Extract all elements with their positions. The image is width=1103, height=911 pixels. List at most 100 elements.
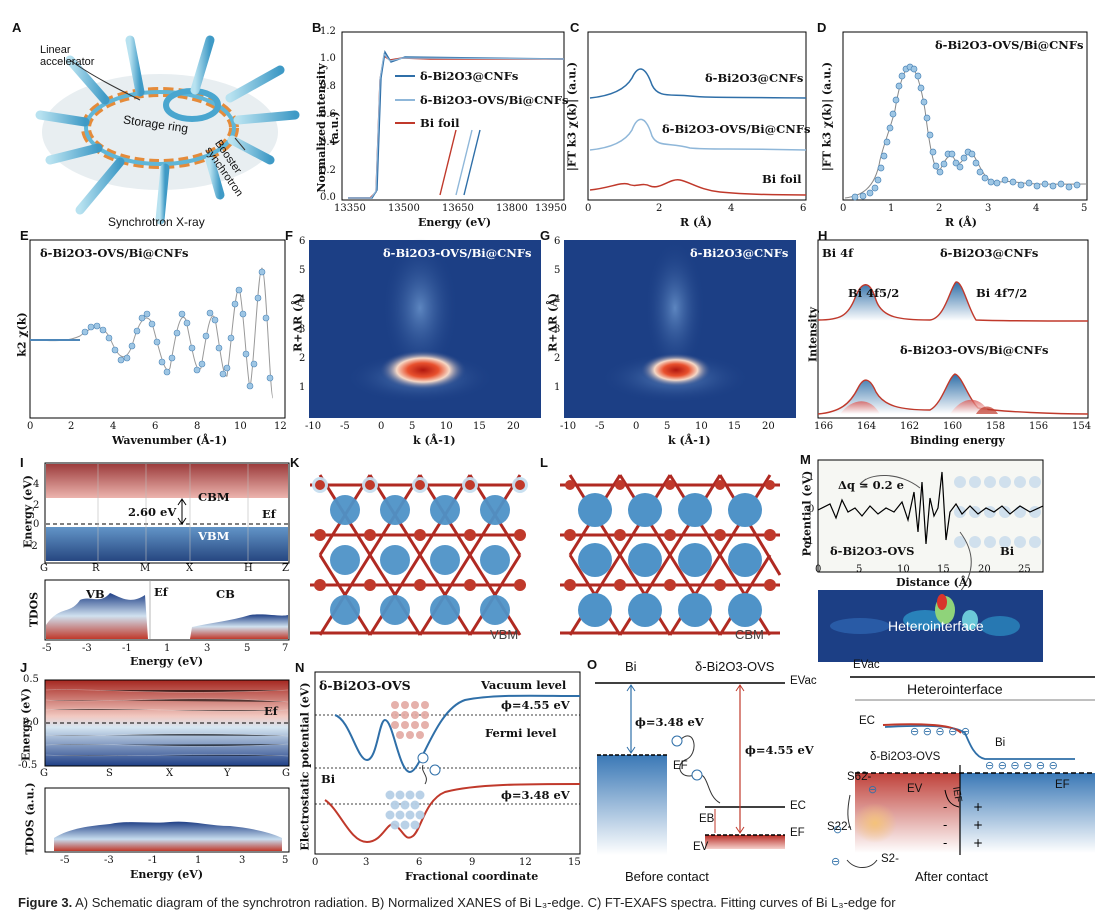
x-tick: 3: [363, 857, 370, 868]
x-axis-title: Energy (eV): [130, 655, 204, 668]
red-potential-curve: [324, 783, 581, 844]
x-axis-title: Energy (eV): [130, 868, 204, 881]
fit-line: [29, 267, 274, 399]
x-axis-title: k (Å-1): [668, 434, 711, 447]
panel-m: M Δq = 0.2 e δ-Bi2O3-OVS Bi Potential (e…: [800, 452, 1095, 670]
x-tick: -1: [122, 643, 132, 654]
x-axis-title: Wavenumber (Å-1): [112, 434, 228, 447]
x-tick: 154: [1072, 421, 1092, 432]
y-tick: -1: [804, 536, 814, 547]
x-tick: 4: [110, 421, 117, 432]
y-tick: 6: [299, 236, 306, 247]
y-tick: -2: [28, 541, 38, 552]
bi2o3-valence-block: [705, 835, 785, 849]
s6-label: S62-: [847, 771, 872, 783]
data-points: [851, 63, 1081, 201]
x-tick: 10: [695, 421, 708, 432]
svg-text:-: -: [943, 836, 947, 850]
x-tick: 20: [507, 421, 520, 432]
panel-f: F δ-Bi2O3-OVS/Bi@CNFs R+ΔR (Å) 6 5 4 3 2…: [285, 228, 545, 450]
k-point: G: [40, 563, 48, 574]
panel-label: G: [540, 228, 551, 243]
svg-text:⊖: ⊖: [868, 783, 877, 796]
y-tick: 5: [299, 265, 306, 276]
y-tick: 0: [808, 504, 815, 515]
sample-title: δ-Bi2O3-OVS/Bi@CNFs: [383, 246, 532, 260]
y-tick: 2: [299, 353, 306, 364]
vbm-crystal-structure: [310, 474, 528, 636]
cb-label: CB: [216, 587, 235, 601]
x-tick: 0: [633, 421, 640, 432]
evac-label: EVac: [790, 675, 817, 687]
ef-label: Ef: [262, 507, 276, 521]
panel-label: D: [817, 20, 827, 35]
x-tick: 6: [416, 857, 423, 868]
x-tick: 13950: [535, 203, 567, 214]
x-axis-title: R (Å): [945, 216, 977, 229]
peak2-label: Bi 4f7/2: [976, 286, 1028, 300]
x-tick: 1: [164, 643, 171, 654]
heterointerface-label: Heterointerface: [888, 618, 984, 634]
k-point: R: [92, 563, 100, 574]
data-points: [81, 268, 274, 390]
x-tick: 20: [978, 564, 991, 575]
caption-text: A) Schematic diagram of the synchrotron …: [72, 895, 896, 910]
phi2-label: ϕ=4.55 eV: [745, 743, 814, 757]
bottom-material-label: Bi: [321, 772, 336, 786]
phi1-label: ϕ=4.55 eV: [501, 698, 570, 712]
legend-bi2o3: δ-Bi2O3@CNFs: [420, 69, 519, 83]
bi4f-label: Bi 4f: [822, 246, 854, 260]
x-axis-title: Binding energy: [910, 434, 1005, 447]
panel-c: C δ-Bi2O3@CNFs δ-Bi2O3-OVS/Bi@CNFs Bi fo…: [566, 20, 815, 235]
x-tick: 4: [1033, 203, 1040, 214]
k-point: M: [140, 563, 151, 574]
x-tick: 166: [814, 421, 834, 432]
vb-label: VB: [86, 587, 105, 601]
phi2-label: ϕ=3.48 eV: [501, 788, 570, 802]
x-tick: 9: [469, 857, 476, 868]
ev-label: EV: [693, 841, 709, 853]
ev2-label: EV: [907, 783, 923, 795]
x-tick: 13800: [496, 203, 528, 214]
x-tick: 6: [800, 203, 807, 214]
x-tick: 162: [900, 421, 920, 432]
tdos-y-axis-title: TDOS (a.u.): [23, 782, 37, 855]
svg-text:⊖ ⊖ ⊖ ⊖ ⊖ ⊖: ⊖ ⊖ ⊖ ⊖ ⊖ ⊖: [985, 759, 1058, 772]
sample-title: δ-Bi2O3-OVS/Bi@CNFs: [40, 246, 189, 260]
heatmap-hotspot: [640, 353, 712, 387]
bi2o3-ft-curve: [589, 68, 807, 99]
before-contact-label: Before contact: [625, 869, 709, 884]
bi-band-block: [597, 755, 667, 855]
panel-label: F: [285, 228, 293, 243]
tdos-cb: [190, 614, 288, 639]
x-axis-title: Energy (eV): [418, 216, 492, 229]
panel-label: N: [295, 660, 305, 675]
y-tick: -0.5: [18, 760, 38, 771]
panel-label: J: [20, 660, 28, 675]
y-tick: 2: [554, 353, 561, 364]
x-tick: 3: [985, 203, 992, 214]
x-tick: 160: [943, 421, 963, 432]
phi1-label: ϕ=3.48 eV: [635, 715, 704, 729]
y-axis-title: Normalized intensity (a.u.): [315, 63, 341, 193]
y-tick: 1.0: [320, 53, 336, 64]
x-tick: 0: [27, 421, 34, 432]
x-tick: 3: [204, 643, 211, 654]
y-tick: 0.2: [320, 165, 336, 176]
x-tick: 10: [440, 421, 453, 432]
svg-text:⊖: ⊖: [831, 855, 840, 868]
k-point: H: [244, 563, 253, 574]
ec2-label: EC: [859, 715, 875, 727]
y-tick: 2: [33, 500, 40, 511]
x-tick: 8: [194, 421, 201, 432]
panel-label: L: [540, 455, 548, 470]
svg-text:+: +: [973, 800, 983, 814]
x-tick: 25: [1018, 564, 1031, 575]
top-sample-label: δ-Bi2O3@CNFs: [940, 246, 1039, 260]
ef-label: EF: [673, 760, 688, 772]
y-tick: 0.5: [23, 674, 39, 685]
x-tick: -5: [340, 421, 350, 432]
panel-label: H: [818, 228, 828, 243]
sample-title: δ-Bi2O3@CNFs: [690, 246, 789, 260]
y-tick: 0: [33, 519, 40, 530]
